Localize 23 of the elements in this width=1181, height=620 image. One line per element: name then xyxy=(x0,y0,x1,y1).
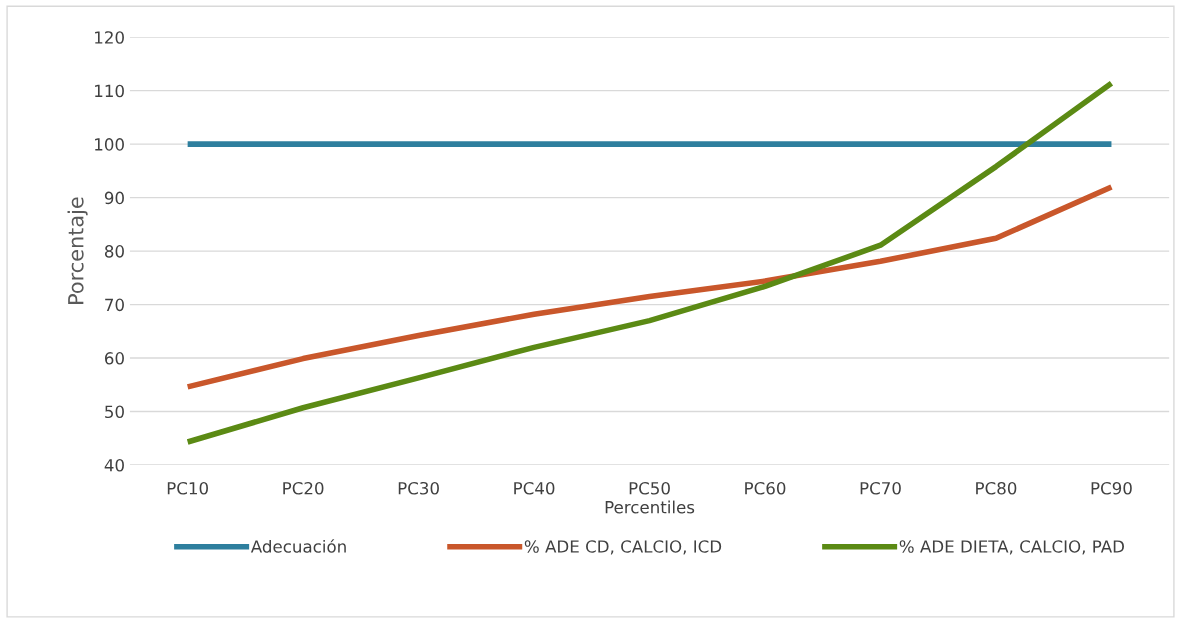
y-tick-label: 80 xyxy=(104,245,124,258)
x-tick-label: PC10 xyxy=(167,481,208,495)
y-tick-label: 70 xyxy=(105,298,124,312)
legend-label: % ADE DIETA, CALCIO, PAD xyxy=(899,540,1124,555)
x-tick-label: PC50 xyxy=(629,481,670,495)
legend-label: Adecuación xyxy=(250,539,346,553)
legend-label: % ADE CD, CALCIO, ICD xyxy=(524,540,722,555)
x-tick-label: PC30 xyxy=(398,481,439,495)
y-axis-title: Porcentaje xyxy=(67,197,88,304)
y-tick-label: 40 xyxy=(104,458,124,472)
y-tick-label: 110 xyxy=(95,84,124,98)
x-tick-label: PC70 xyxy=(860,481,901,495)
x-tick-label: PC90 xyxy=(1091,481,1132,495)
y-tick-label: 100 xyxy=(95,138,124,151)
y-tick-label: 90 xyxy=(104,191,124,205)
y-tick-label: 120 xyxy=(95,31,124,44)
y-tick-label: 60 xyxy=(105,352,124,365)
y-tick-label: 50 xyxy=(105,405,124,419)
x-tick-label: PC40 xyxy=(514,481,555,495)
x-axis-title: Percentiles xyxy=(605,500,695,514)
x-tick-label: PC80 xyxy=(976,481,1017,495)
x-tick-label: PC60 xyxy=(745,481,786,495)
x-tick-label: PC20 xyxy=(283,481,324,495)
